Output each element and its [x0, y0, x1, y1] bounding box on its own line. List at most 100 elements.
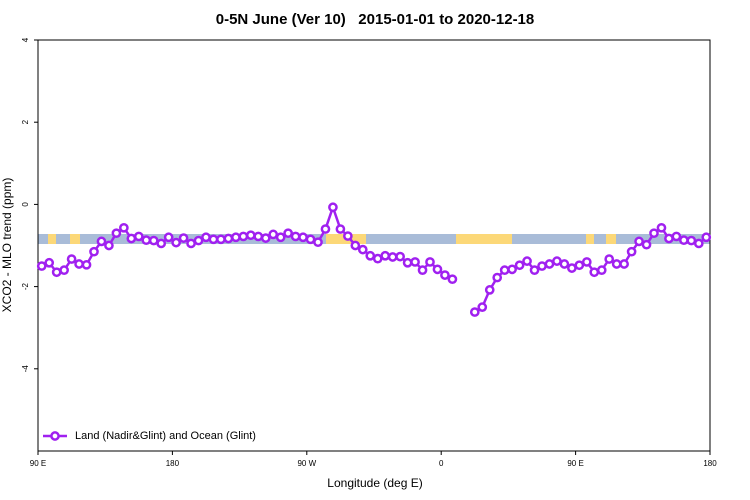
data-point	[335, 224, 346, 234]
data-point	[567, 263, 577, 273]
y-axis-label: XCO2 - MLO trend (ppm)	[0, 178, 14, 313]
data-point	[686, 235, 697, 246]
x-tick-label: 90 E	[30, 459, 46, 468]
data-point	[141, 235, 152, 246]
data-point	[671, 231, 682, 242]
data-point	[156, 238, 167, 249]
data-point	[574, 260, 585, 271]
plot-frame	[37, 39, 711, 452]
data-point	[469, 307, 480, 317]
data-point	[537, 261, 547, 271]
data-point	[238, 231, 249, 242]
data-point	[626, 246, 637, 257]
data-point	[290, 231, 301, 242]
data-point	[163, 232, 174, 243]
data-point	[619, 259, 629, 269]
data-point	[477, 302, 488, 312]
ocean-band	[38, 234, 710, 244]
land-band	[70, 234, 80, 244]
data-point	[350, 240, 361, 251]
data-point	[186, 238, 196, 249]
data-point	[544, 259, 555, 269]
x-tick-label: 180	[166, 459, 180, 468]
data-point	[283, 228, 293, 239]
data-point	[178, 233, 189, 243]
data-point	[552, 256, 562, 266]
data-point	[66, 254, 77, 264]
land-band	[586, 234, 594, 244]
data-point	[514, 260, 525, 271]
data-point	[253, 231, 264, 242]
data-point	[417, 265, 428, 276]
data-point	[74, 259, 84, 269]
data-point	[641, 239, 652, 250]
y-tick-label: 4	[21, 37, 30, 42]
data-point	[656, 222, 667, 233]
data-point	[328, 202, 338, 213]
data-point	[305, 234, 316, 245]
data-point	[298, 232, 308, 243]
data-point	[44, 257, 55, 268]
data-point	[89, 246, 99, 257]
data-point	[447, 274, 458, 285]
data-point	[81, 259, 92, 270]
data-point	[589, 267, 600, 278]
data-point	[604, 254, 615, 264]
data-point	[664, 233, 674, 244]
chart-title: 0-5N June (Ver 10) 2015-01-01 to 2020-12…	[216, 11, 535, 28]
data-point	[36, 261, 47, 271]
data-point	[425, 257, 435, 267]
data-point	[245, 230, 256, 241]
data-point	[343, 231, 353, 241]
data-point	[357, 244, 368, 255]
data-point	[104, 240, 114, 251]
data-point	[126, 233, 137, 244]
data-point	[499, 265, 510, 276]
data-point	[193, 235, 204, 246]
data-point	[96, 236, 107, 247]
data-point	[395, 251, 405, 262]
data-point	[260, 233, 271, 243]
data-point	[59, 265, 69, 276]
data-point	[223, 233, 234, 244]
x-tick-label: 90 E	[567, 459, 583, 468]
data-point	[365, 250, 376, 261]
data-point	[484, 285, 495, 295]
data-point	[611, 259, 622, 269]
data-point	[51, 267, 62, 278]
data-point	[201, 232, 211, 243]
data-point	[522, 256, 532, 266]
data-point	[111, 228, 122, 239]
y-tick-label: -2	[21, 282, 30, 290]
data-point	[634, 236, 644, 247]
data-point	[268, 229, 279, 240]
data-point	[171, 237, 181, 248]
data-point	[208, 234, 219, 245]
data-point	[581, 257, 592, 267]
data-point	[387, 252, 398, 262]
data-point	[216, 234, 226, 245]
data-point	[133, 231, 144, 242]
data-point	[148, 235, 159, 246]
data-point	[440, 270, 450, 280]
land-band	[456, 234, 512, 244]
data-point	[432, 264, 443, 275]
data-point	[380, 250, 391, 261]
data-point	[275, 232, 286, 243]
data-point	[313, 237, 323, 248]
x-axis-label: Longitude (deg E)	[327, 476, 422, 490]
data-point	[320, 224, 331, 234]
data-point	[492, 272, 503, 283]
data-point	[693, 238, 704, 249]
data-point	[559, 259, 570, 269]
data-point	[507, 264, 517, 275]
data-point	[231, 232, 241, 243]
x-tick-label: 180	[703, 459, 717, 468]
data-point	[649, 228, 659, 239]
land-band	[606, 234, 616, 244]
data-point	[402, 257, 413, 268]
legend-label: Land (Nadir&Glint) and Ocean (Glint)	[75, 430, 256, 442]
data-point	[410, 257, 420, 267]
y-tick-label: 0	[21, 202, 30, 207]
